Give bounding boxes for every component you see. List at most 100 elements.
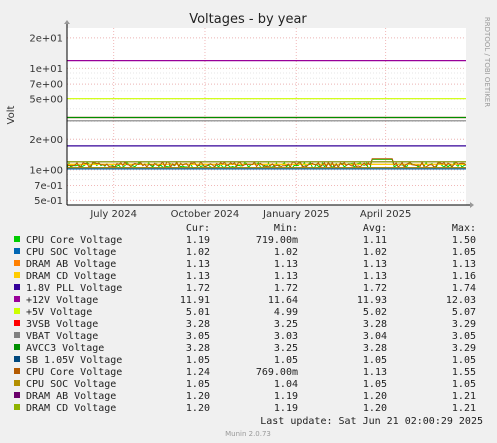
legend-swatch xyxy=(14,296,20,302)
legend-value-max: 1.05 xyxy=(452,247,476,258)
legend-value-min: 1.05 xyxy=(274,355,298,366)
legend-value-min: 11.64 xyxy=(268,295,298,306)
legend-swatch xyxy=(14,272,20,278)
legend-value-cur: 1.13 xyxy=(186,271,210,282)
legend-value-min: 1.72 xyxy=(274,283,298,294)
legend-swatch xyxy=(14,392,20,398)
legend-header-min: Min: xyxy=(274,223,298,234)
legend-value-cur: 1.13 xyxy=(186,259,210,270)
chart-title: Voltages - by year xyxy=(189,12,307,27)
legend-series-name: 3VSB Voltage xyxy=(26,319,98,330)
legend-value-min: 4.99 xyxy=(274,307,298,318)
x-tick-label: July 2024 xyxy=(89,209,137,220)
legend-swatch xyxy=(14,404,20,410)
legend-swatch xyxy=(14,332,20,338)
legend-value-avg: 1.20 xyxy=(363,391,387,402)
legend-value-min: 1.19 xyxy=(274,403,298,414)
legend-value-max: 1.13 xyxy=(452,259,476,270)
x-tick-labels: July 2024 October 2024 January 2025 April 2… xyxy=(89,209,411,220)
legend-value-avg: 1.05 xyxy=(363,355,387,366)
y-tick-label: 1e+01 xyxy=(29,64,63,75)
legend-value-max: 1.50 xyxy=(452,235,476,246)
legend-value-min: 3.25 xyxy=(274,319,298,330)
legend-value-min: 769.00m xyxy=(256,367,298,378)
legend-value-avg: 1.11 xyxy=(363,235,387,246)
legend-swatch xyxy=(14,344,20,350)
legend-value-cur: 1.20 xyxy=(186,403,210,414)
legend-value-avg: 1.13 xyxy=(363,259,387,270)
legend-value-max: 3.29 xyxy=(452,343,476,354)
y-tick-label: 1e+00 xyxy=(29,165,63,176)
last-update: Last update: Sat Jun 21 02:00:29 2025 xyxy=(260,416,483,427)
legend-value-avg: 11.93 xyxy=(357,295,387,306)
legend-value-avg: 1.02 xyxy=(363,247,387,258)
y-axis-arrow xyxy=(64,20,70,24)
legend-value-cur: 1.20 xyxy=(186,391,210,402)
legend-value-cur: 3.28 xyxy=(186,319,210,330)
legend-value-max: 3.05 xyxy=(452,331,476,342)
legend-series-name: DRAM AB Voltage xyxy=(26,391,116,402)
axes xyxy=(64,20,474,208)
series-lines xyxy=(66,59,467,170)
munin-version: Munin 2.0.73 xyxy=(225,430,271,438)
legend-value-cur: 1.02 xyxy=(186,247,210,258)
legend-swatch xyxy=(14,308,20,314)
legend-value-cur: 11.91 xyxy=(180,295,210,306)
legend-value-max: 5.07 xyxy=(452,307,476,318)
legend-series-name: DRAM CD Voltage xyxy=(26,271,116,282)
legend-value-cur: 1.24 xyxy=(186,367,210,378)
legend-swatch xyxy=(14,284,20,290)
y-tick-label: 5e-01 xyxy=(34,196,63,207)
legend-value-max: 1.21 xyxy=(452,403,476,414)
legend-swatch xyxy=(14,368,20,374)
legend: Cur: Min: Avg: Max: CPU Core Voltage 1.19 719.… xyxy=(14,223,476,414)
legend-series-name: DRAM AB Voltage xyxy=(26,259,116,270)
legend-value-avg: 1.72 xyxy=(363,283,387,294)
y-axis-label: Volt xyxy=(6,105,17,124)
legend-series-name: 1.8V PLL Voltage xyxy=(26,283,122,294)
legend-value-min: 719.00m xyxy=(256,235,298,246)
legend-value-min: 1.04 xyxy=(274,379,298,390)
legend-value-max: 12.03 xyxy=(446,295,476,306)
legend-value-avg: 1.20 xyxy=(363,403,387,414)
legend-swatch xyxy=(14,248,20,254)
legend-value-min: 1.19 xyxy=(274,391,298,402)
legend-value-avg: 3.04 xyxy=(363,331,387,342)
series-line xyxy=(66,158,467,169)
legend-value-max: 1.16 xyxy=(452,271,476,282)
rrdtool-credit: RRDTOOL / TOBI OETIKER xyxy=(483,17,491,107)
legend-value-min: 1.13 xyxy=(274,271,298,282)
x-tick-label: April 2025 xyxy=(360,209,411,220)
legend-header-max: Max: xyxy=(452,223,476,234)
legend-value-cur: 3.28 xyxy=(186,343,210,354)
y-tick-label: 2e+00 xyxy=(29,135,63,146)
legend-value-max: 1.74 xyxy=(452,283,476,294)
legend-swatch xyxy=(14,260,20,266)
legend-value-max: 3.29 xyxy=(452,319,476,330)
legend-series-name: CPU SOC Voltage xyxy=(26,247,116,258)
legend-value-cur: 3.05 xyxy=(186,331,210,342)
legend-swatch xyxy=(14,380,20,386)
legend-series-name: VBAT Voltage xyxy=(26,331,98,342)
legend-swatch xyxy=(14,356,20,362)
legend-value-max: 1.05 xyxy=(452,379,476,390)
legend-value-max: 1.55 xyxy=(452,367,476,378)
y-tick-label: 2e+01 xyxy=(29,33,63,44)
legend-value-cur: 1.72 xyxy=(186,283,210,294)
legend-series-name: CPU Core Voltage xyxy=(26,367,122,378)
y-tick-label: 5e+00 xyxy=(29,94,63,105)
plot-area xyxy=(67,28,466,205)
legend-series-name: CPU SOC Voltage xyxy=(26,379,116,390)
legend-value-min: 1.13 xyxy=(274,259,298,270)
x-tick-label: January 2025 xyxy=(262,209,330,220)
legend-swatch xyxy=(14,236,20,242)
legend-value-max: 1.21 xyxy=(452,391,476,402)
legend-value-avg: 3.28 xyxy=(363,343,387,354)
legend-value-cur: 5.01 xyxy=(186,307,210,318)
y-tick-label: 7e-01 xyxy=(34,181,63,192)
legend-series-name: +12V Voltage xyxy=(26,295,98,306)
legend-value-cur: 1.19 xyxy=(186,235,210,246)
legend-value-cur: 1.05 xyxy=(186,355,210,366)
legend-value-cur: 1.05 xyxy=(186,379,210,390)
